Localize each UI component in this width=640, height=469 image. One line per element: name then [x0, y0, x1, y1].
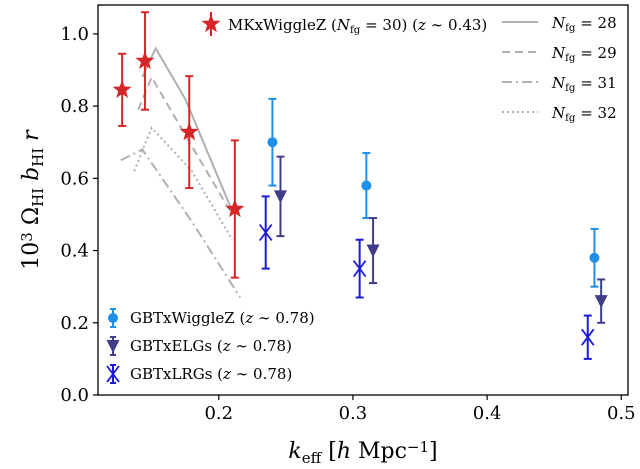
legend-gbtxwigglez-label: GBTxWiggleZ (z ∼ 0.78): [130, 309, 315, 327]
x-axis-label: keff [h Mpc−1]: [288, 438, 437, 467]
model-line-nfg-3: [133, 125, 234, 241]
gbtxlrgs-point-2: [581, 328, 595, 346]
legend-gbtxelgs-marker: [106, 340, 120, 353]
y-tick-label-3: 0.6: [60, 168, 89, 189]
gbtxwigglez-point-1: [361, 180, 372, 191]
y-tick-label-5: 1.0: [60, 24, 89, 45]
gbtxwigglez-point-0: [267, 137, 278, 148]
x-tick-label-2: 0.4: [473, 403, 502, 424]
y-axis-label: 103 ΩHI bHI r: [18, 129, 47, 270]
x-tick-label-1: 0.3: [339, 403, 368, 424]
legend-mkxwigglez-label: MKxWiggleZ (Nfg = 30) (z ∼ 0.43): [228, 16, 487, 36]
mkxwigglez-point-0: [112, 79, 132, 98]
mkxwigglez-point-1: [135, 50, 155, 70]
axis-ticks-layer: 0.2 0.3 0.4 0.5 0.0 0.2 0.4 0.6 0.8 1.0: [60, 24, 635, 424]
legend-nfg-label-2: Nfg = 31: [551, 74, 617, 94]
mkxwigglez-point-2: [179, 122, 199, 141]
legend-gbtxelgs-label: GBTxELGs (z ∼ 0.78): [130, 337, 292, 355]
data-points-layer: [112, 11, 608, 360]
y-tick-label-1: 0.2: [60, 313, 89, 334]
gbtxlrgs-point-2-stroke-b: [581, 328, 595, 346]
gbtxlrgs-point-0-stroke-b: [259, 223, 273, 242]
y-tick-label-2: 0.4: [60, 241, 89, 262]
y-tick-label-4: 0.8: [60, 96, 89, 117]
legend-layer: MKxWiggleZ (Nfg = 30) (z ∼ 0.43) Nfg = 28…: [106, 12, 617, 384]
model-line-nfg-2: [120, 148, 242, 299]
legend-gbtxlrgs-marker: [106, 365, 120, 383]
legend-nfg-label-1: Nfg = 29: [551, 44, 617, 64]
gbtxelgs-point-0: [273, 190, 287, 204]
legend-gbtxlrgs-marker-stroke-b: [106, 365, 120, 383]
legend-gbtxwigglez-marker: [108, 313, 118, 323]
legend-gbtxlrgs-label: GBTxLRGs (z ∼ 0.78): [130, 365, 292, 383]
mkxwigglez-point-3: [225, 199, 245, 218]
legend-nfg-label-3: Nfg = 32: [551, 104, 617, 124]
gbtxelgs-point-1: [366, 244, 380, 258]
gbtxelgs-point-2: [594, 295, 608, 309]
plot-frame: [97, 4, 629, 396]
gbtxlrgs-point-0: [259, 223, 273, 242]
gbtxlrgs-point-1-stroke-b: [352, 260, 367, 278]
legend-nfg-label-0: Nfg = 28: [551, 14, 617, 34]
gbtxlrgs-point-1: [352, 260, 367, 278]
y-tick-label-0: 0.0: [60, 385, 89, 406]
gbtxwigglez-point-2: [589, 252, 600, 263]
x-tick-label-0: 0.2: [204, 403, 233, 424]
x-tick-label-3: 0.5: [607, 403, 636, 424]
